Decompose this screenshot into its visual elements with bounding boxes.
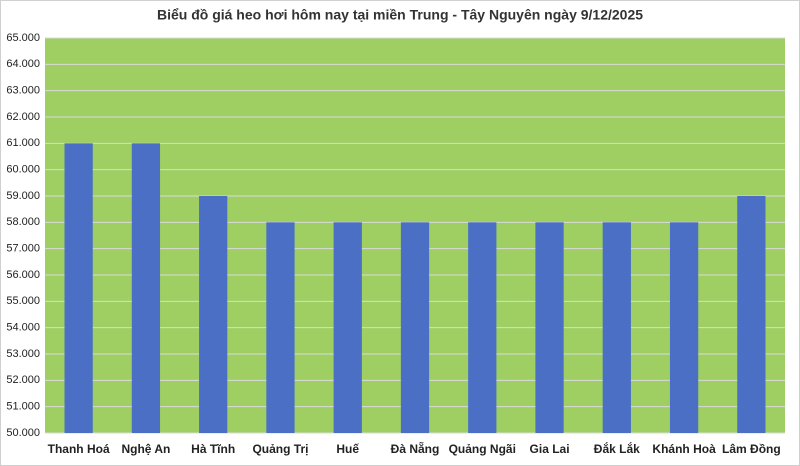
y-tick-label: 51.000 (6, 401, 40, 413)
chart-title: Biểu đồ giá heo hơi hôm nay tại miền Tru… (157, 7, 643, 23)
y-tick-label: 60.000 (6, 164, 40, 176)
x-tick-label: Huế (336, 442, 359, 456)
x-tick-label: Đà Nẵng (391, 441, 440, 456)
x-tick-label: Hà Tĩnh (191, 442, 235, 456)
x-tick-label: Quảng Trị (252, 442, 308, 456)
y-tick-label: 56.000 (6, 269, 40, 281)
bar (468, 222, 497, 433)
x-tick-label: Khánh Hoà (652, 442, 716, 456)
y-tick-label: 65.000 (6, 32, 40, 44)
bar (333, 222, 362, 433)
bar (64, 143, 93, 434)
bar (535, 222, 564, 433)
x-tick-label: Lâm Đồng (722, 442, 781, 456)
bar (400, 222, 430, 433)
x-tick-label: Nghệ An (121, 442, 170, 456)
y-tick-label: 57.000 (6, 243, 40, 255)
x-tick-label: Quảng Ngãi (449, 442, 516, 456)
y-tick-label: 50.000 (6, 427, 40, 439)
y-tick-label: 61.000 (6, 137, 40, 149)
y-tick-label: 62.000 (6, 111, 40, 123)
bar (602, 222, 631, 433)
bar (131, 143, 161, 434)
y-tick-label: 59.000 (6, 190, 40, 202)
x-tick-label: Gia Lai (530, 442, 570, 456)
y-tick-label: 54.000 (6, 322, 40, 334)
y-tick-label: 52.000 (6, 374, 40, 386)
bar (669, 222, 699, 433)
y-tick-label: 58.000 (6, 216, 40, 228)
bar (199, 196, 228, 433)
y-tick-label: 63.000 (6, 85, 40, 97)
x-tick-label: Đắk Lắk (594, 441, 640, 456)
y-tick-label: 53.000 (6, 348, 40, 360)
y-tick-label: 55.000 (6, 295, 40, 307)
bar (737, 196, 766, 433)
y-tick-label: 64.000 (6, 58, 40, 70)
bar (266, 222, 295, 433)
x-tick-label: Thanh Hoá (48, 442, 110, 456)
